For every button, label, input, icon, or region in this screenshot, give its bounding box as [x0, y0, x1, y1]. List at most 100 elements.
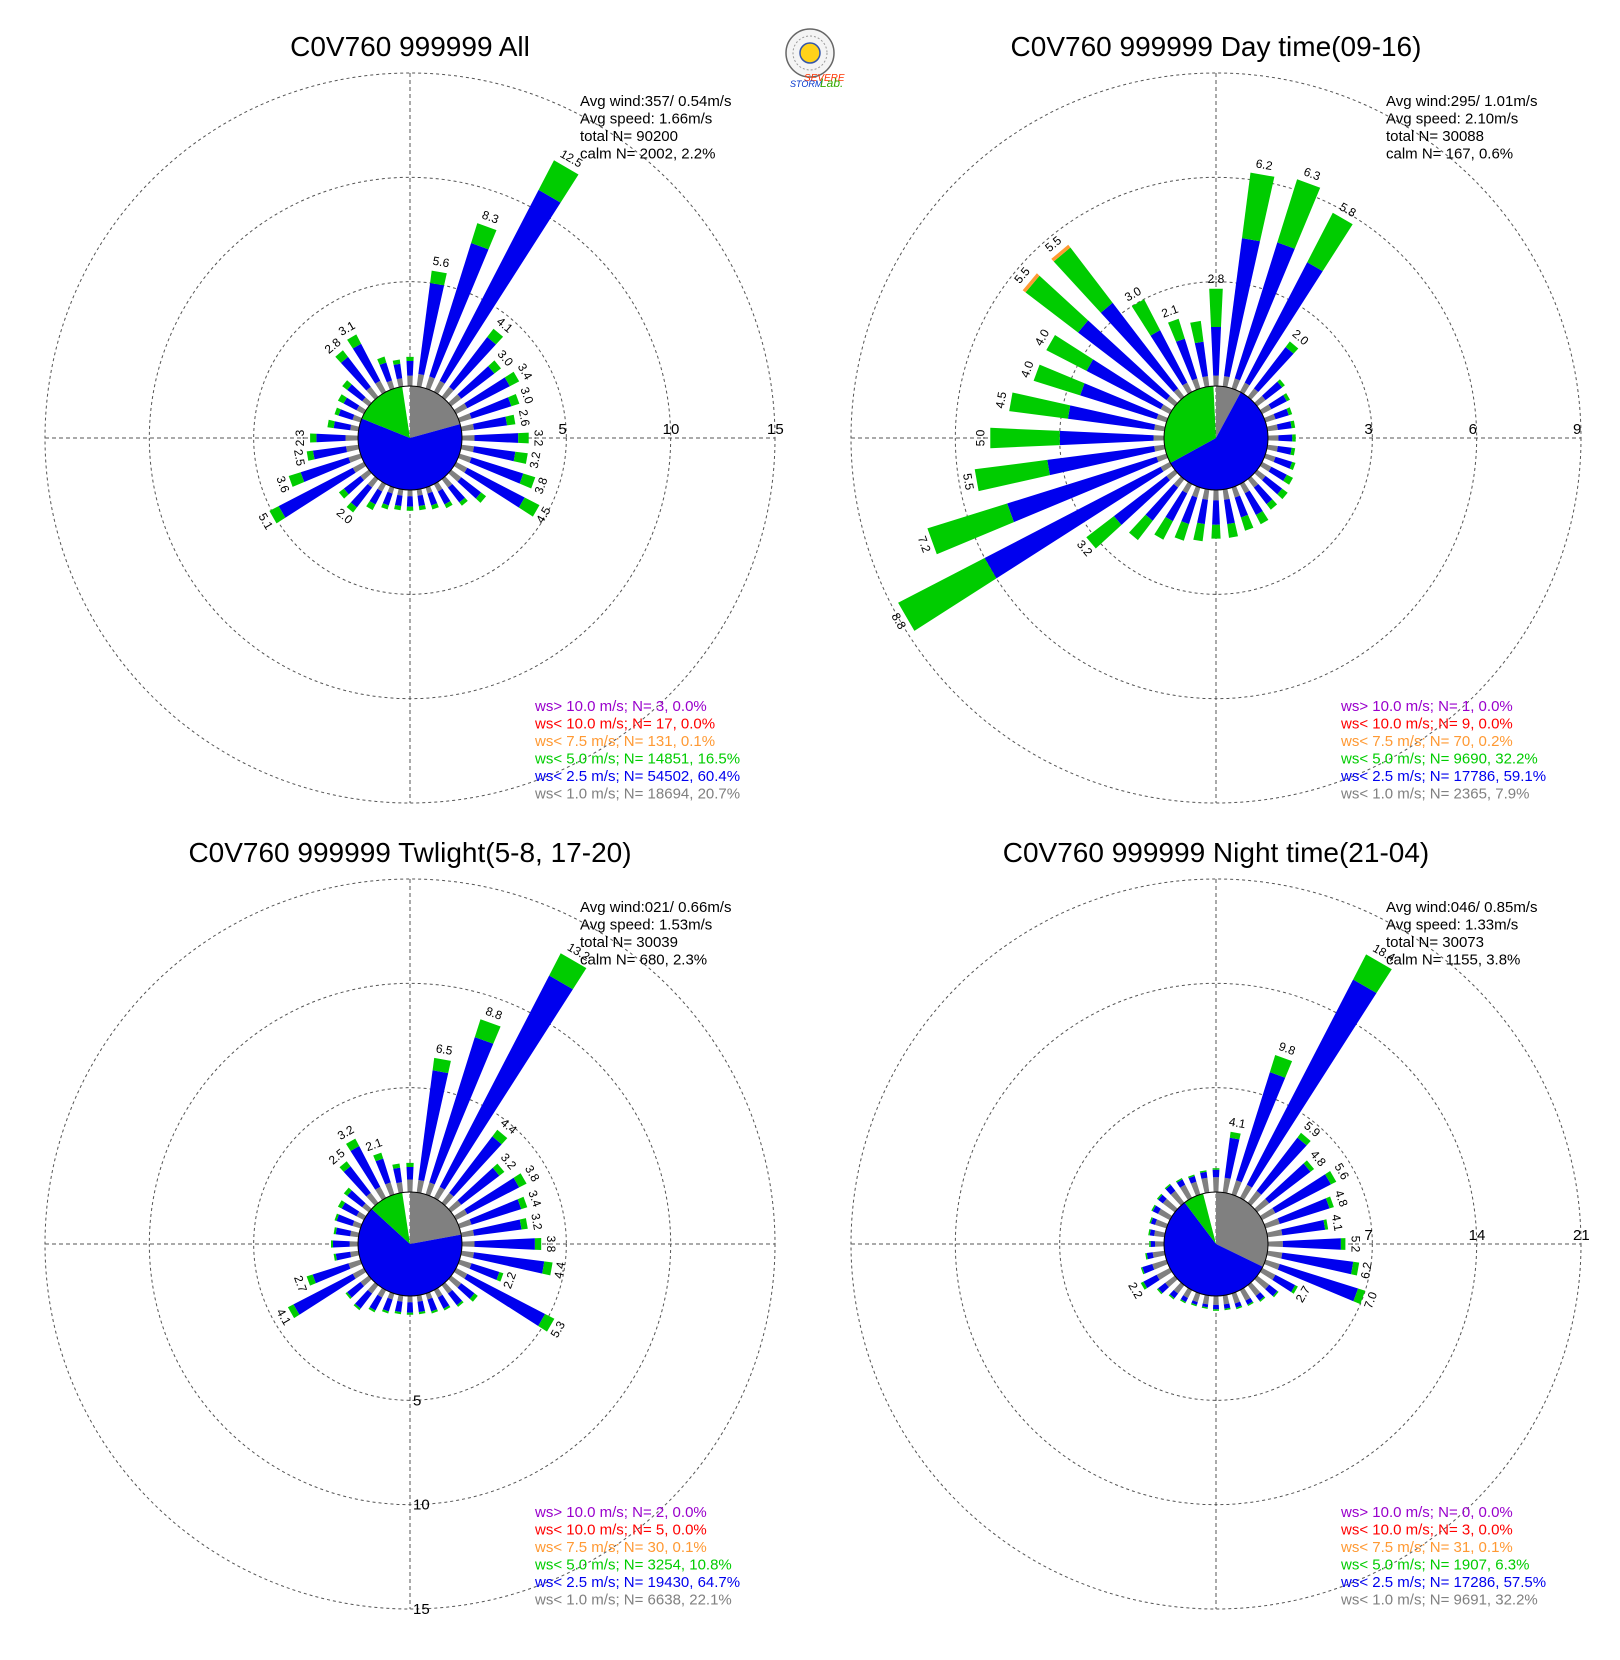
bar-dir-350-seg-0 [1201, 1177, 1210, 1194]
ring-label-3: 21 [1573, 1227, 1590, 1244]
bar-dir-170-seg-0 [416, 488, 423, 496]
legend-entry-2: ws< 10.0 m/s; N= 17, 0.0% [534, 716, 715, 733]
bar-dir-110-seg-0 [458, 453, 472, 463]
wind-rose-panel-1: 5 10 155.68.312.54.13.03.43.02.63.23.23.84… [44, 31, 784, 804]
bar-dir-210-seg-1 [369, 1294, 383, 1311]
bar-dir-120-seg-1 [464, 467, 525, 508]
legend-entry-4: ws< 5.0 m/s; N= 14851, 16.5% [534, 751, 740, 768]
legend-entry-3: ws< 7.5 m/s; N= 131, 0.1% [534, 733, 715, 750]
bar-dir-30-seg-0 [433, 380, 445, 395]
bar-dir-340-seg-0 [1192, 378, 1201, 390]
bar-dir-280-seg-0 [350, 1230, 360, 1238]
bar-dir-300-seg-0 [1157, 1208, 1173, 1221]
bar-dir-110-seg-2 [1353, 1288, 1366, 1305]
bar-dir-210-seg-2 [366, 501, 376, 511]
bar-dir-140-seg-0 [441, 476, 453, 488]
bar-dir-130-seg-0 [448, 1275, 462, 1288]
bar-dir-260-seg-0 [1154, 444, 1166, 452]
bar-dir-320-seg-2 [1164, 1183, 1171, 1190]
bar-dir-10-seg-1 [418, 1070, 449, 1181]
bar-dir-210-seg-1 [369, 488, 383, 505]
bar-dir-260-seg-2 [1145, 1253, 1148, 1260]
legend-entry-1: ws> 10.0 m/s; N= 0, 0.0% [1340, 1504, 1513, 1521]
bar-dir-70-seg-0 [458, 413, 472, 423]
bar-dir-120-seg-2 [1291, 1285, 1298, 1294]
bar-dir-350-seg-1 [393, 1167, 402, 1184]
bar-dir-100-seg-0 [1266, 444, 1278, 452]
bar-label-dir-10: 5.6 [432, 254, 451, 271]
info-line-4: calm N= 2002, 2.2% [580, 146, 716, 163]
bar-dir-20-seg-1 [429, 243, 489, 379]
wind-rose-panel-2: 3 6 92.86.2 6.35.82.03.28.87.25.55.04.54.04… [850, 31, 1582, 804]
bar-dir-210-seg-0 [1183, 1287, 1193, 1299]
bar-dir-310-seg-2 [342, 380, 352, 390]
bar-label-dir-10: 6.5 [435, 1041, 454, 1058]
bar-dir-40-seg-1 [449, 1136, 502, 1197]
bar-dir-270-seg-2 [331, 1240, 333, 1248]
bar-dir-230-seg-2 [1086, 516, 1122, 549]
bar-dir-20-seg-1 [1236, 1072, 1286, 1183]
bar-dir-290-seg-0 [352, 1220, 362, 1229]
bar-dir-180-seg-2 [1211, 524, 1221, 539]
bar-dir-200-seg-0 [1192, 1292, 1201, 1303]
bar-dir-40-seg-2 [487, 328, 504, 345]
bar-dir-70-seg-1 [469, 1199, 522, 1225]
ring-label-3: 9 [1573, 421, 1581, 438]
bar-dir-190-seg-2 [394, 1311, 402, 1315]
bar-dir-300-seg-0 [356, 1211, 367, 1221]
legend-entry-3: ws< 7.5 m/s; N= 31, 0.1% [1340, 1539, 1513, 1556]
bar-dir-0-seg-1 [1211, 327, 1221, 376]
bar-dir-80-seg-0 [460, 423, 474, 432]
bar-dir-130-seg-2 [1277, 488, 1288, 500]
bar-dir-50-seg-2 [492, 1163, 505, 1176]
bar-dir-240-seg-2 [269, 506, 286, 524]
bar-label-dir-260: 2.5 [291, 448, 308, 467]
pie-slice-lt5 [1184, 1193, 1216, 1244]
bar-dir-50-seg-2 [488, 360, 501, 374]
bar-dir-190-seg-0 [1202, 1294, 1210, 1305]
bar-dir-200-seg-2 [381, 503, 389, 510]
bar-label-dir-270: 5.0 [973, 429, 987, 446]
bar-dir-320-seg-1 [1100, 302, 1179, 392]
bar-dir-320-seg-3 [1051, 244, 1071, 262]
info-line-4: calm N= 680, 2.3% [580, 952, 707, 969]
bar-dir-310-seg-0 [1162, 1198, 1178, 1213]
bar-dir-90-seg-1 [474, 1238, 535, 1250]
bar-dir-270-seg-1 [1150, 1241, 1156, 1247]
bar-dir-310-seg-0 [362, 1203, 372, 1213]
bar-dir-180-seg-2 [1213, 1309, 1219, 1311]
bar-dir-80-seg-1 [1281, 1220, 1326, 1236]
bar-dir-220-seg-2 [346, 502, 357, 513]
bar-dir-150-seg-2 [443, 1305, 451, 1311]
bar-dir-240-seg-1 [278, 467, 356, 518]
bar-dir-240-seg-0 [1160, 461, 1173, 472]
bar-dir-100-seg-1 [1281, 1252, 1354, 1275]
bar-label-dir-70: 4.8 [1332, 1188, 1351, 1209]
legend-entry-6: ws< 1.0 m/s; N= 18694, 20.7% [534, 786, 740, 803]
bar-dir-320-seg-2 [339, 1161, 351, 1172]
info-line-3: total N= 30073 [1386, 934, 1484, 951]
info-line-3: total N= 30039 [580, 934, 678, 951]
bar-dir-60-seg-0 [453, 403, 468, 415]
bar-dir-330-seg-0 [375, 1186, 387, 1201]
bar-dir-260-seg-1 [335, 1251, 352, 1261]
bar-dir-90-seg-0 [461, 1241, 475, 1247]
bar-dir-300-seg-1 [1086, 359, 1164, 410]
bar-dir-290-seg-0 [1156, 414, 1168, 423]
bar-dir-320-seg-1 [343, 1166, 371, 1197]
bar-dir-240-seg-2 [287, 1304, 300, 1319]
bar-dir-80-seg-1 [1276, 421, 1292, 430]
bar-dir-40-seg-2 [492, 1129, 508, 1145]
bar-dir-30-seg-0 [1239, 382, 1250, 395]
bar-dir-60-seg-0 [1259, 404, 1272, 415]
info-line-1: Avg wind:357/ 0.54m/s [580, 93, 731, 110]
bar-dir-150-seg-2 [1255, 511, 1269, 525]
bar-dir-140-seg-1 [447, 1290, 463, 1306]
legend-entry-6: ws< 1.0 m/s; N= 9691, 32.2% [1340, 1592, 1538, 1609]
ring-label-1: 5 [413, 1392, 421, 1409]
ring-label-2: 6 [1469, 421, 1477, 438]
bar-dir-110-seg-2 [1289, 461, 1296, 470]
bar-label-dir-80: 4.1 [1329, 1213, 1346, 1232]
bar-dir-270-seg-2 [310, 433, 317, 443]
legend-entry-1: ws> 10.0 m/s; N= 3, 0.0% [534, 698, 707, 715]
